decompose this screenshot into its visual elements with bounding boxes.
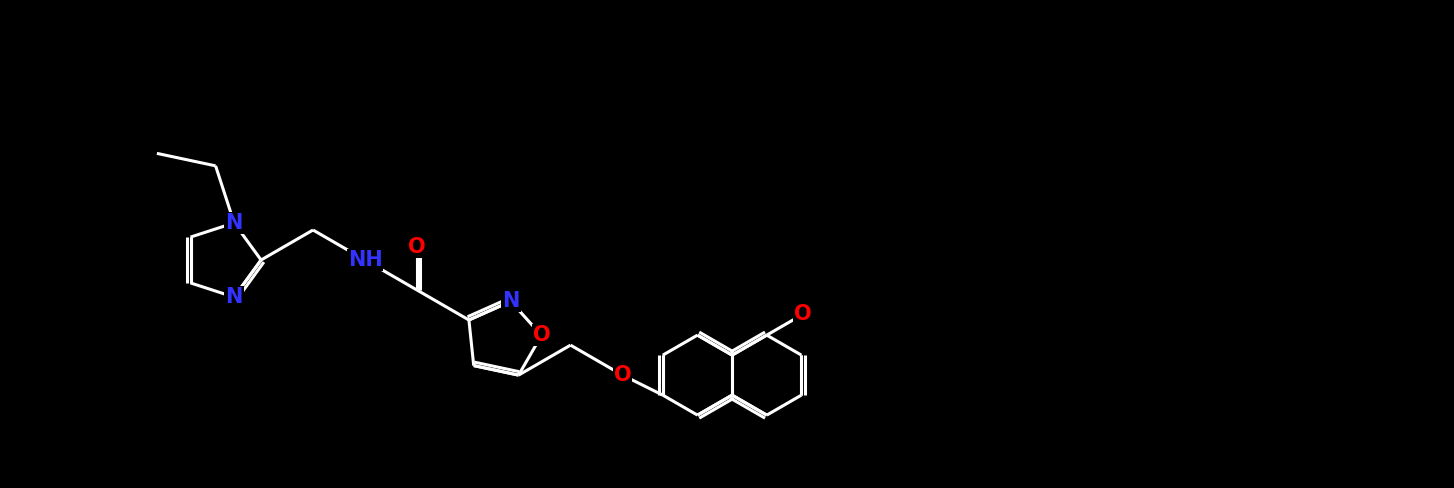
Text: O: O — [409, 237, 426, 257]
Text: N: N — [225, 287, 243, 307]
Text: NH: NH — [348, 250, 382, 270]
Text: O: O — [532, 325, 550, 346]
Text: N: N — [502, 291, 519, 311]
Text: O: O — [794, 304, 811, 324]
Text: O: O — [614, 365, 631, 385]
Text: N: N — [225, 213, 243, 233]
